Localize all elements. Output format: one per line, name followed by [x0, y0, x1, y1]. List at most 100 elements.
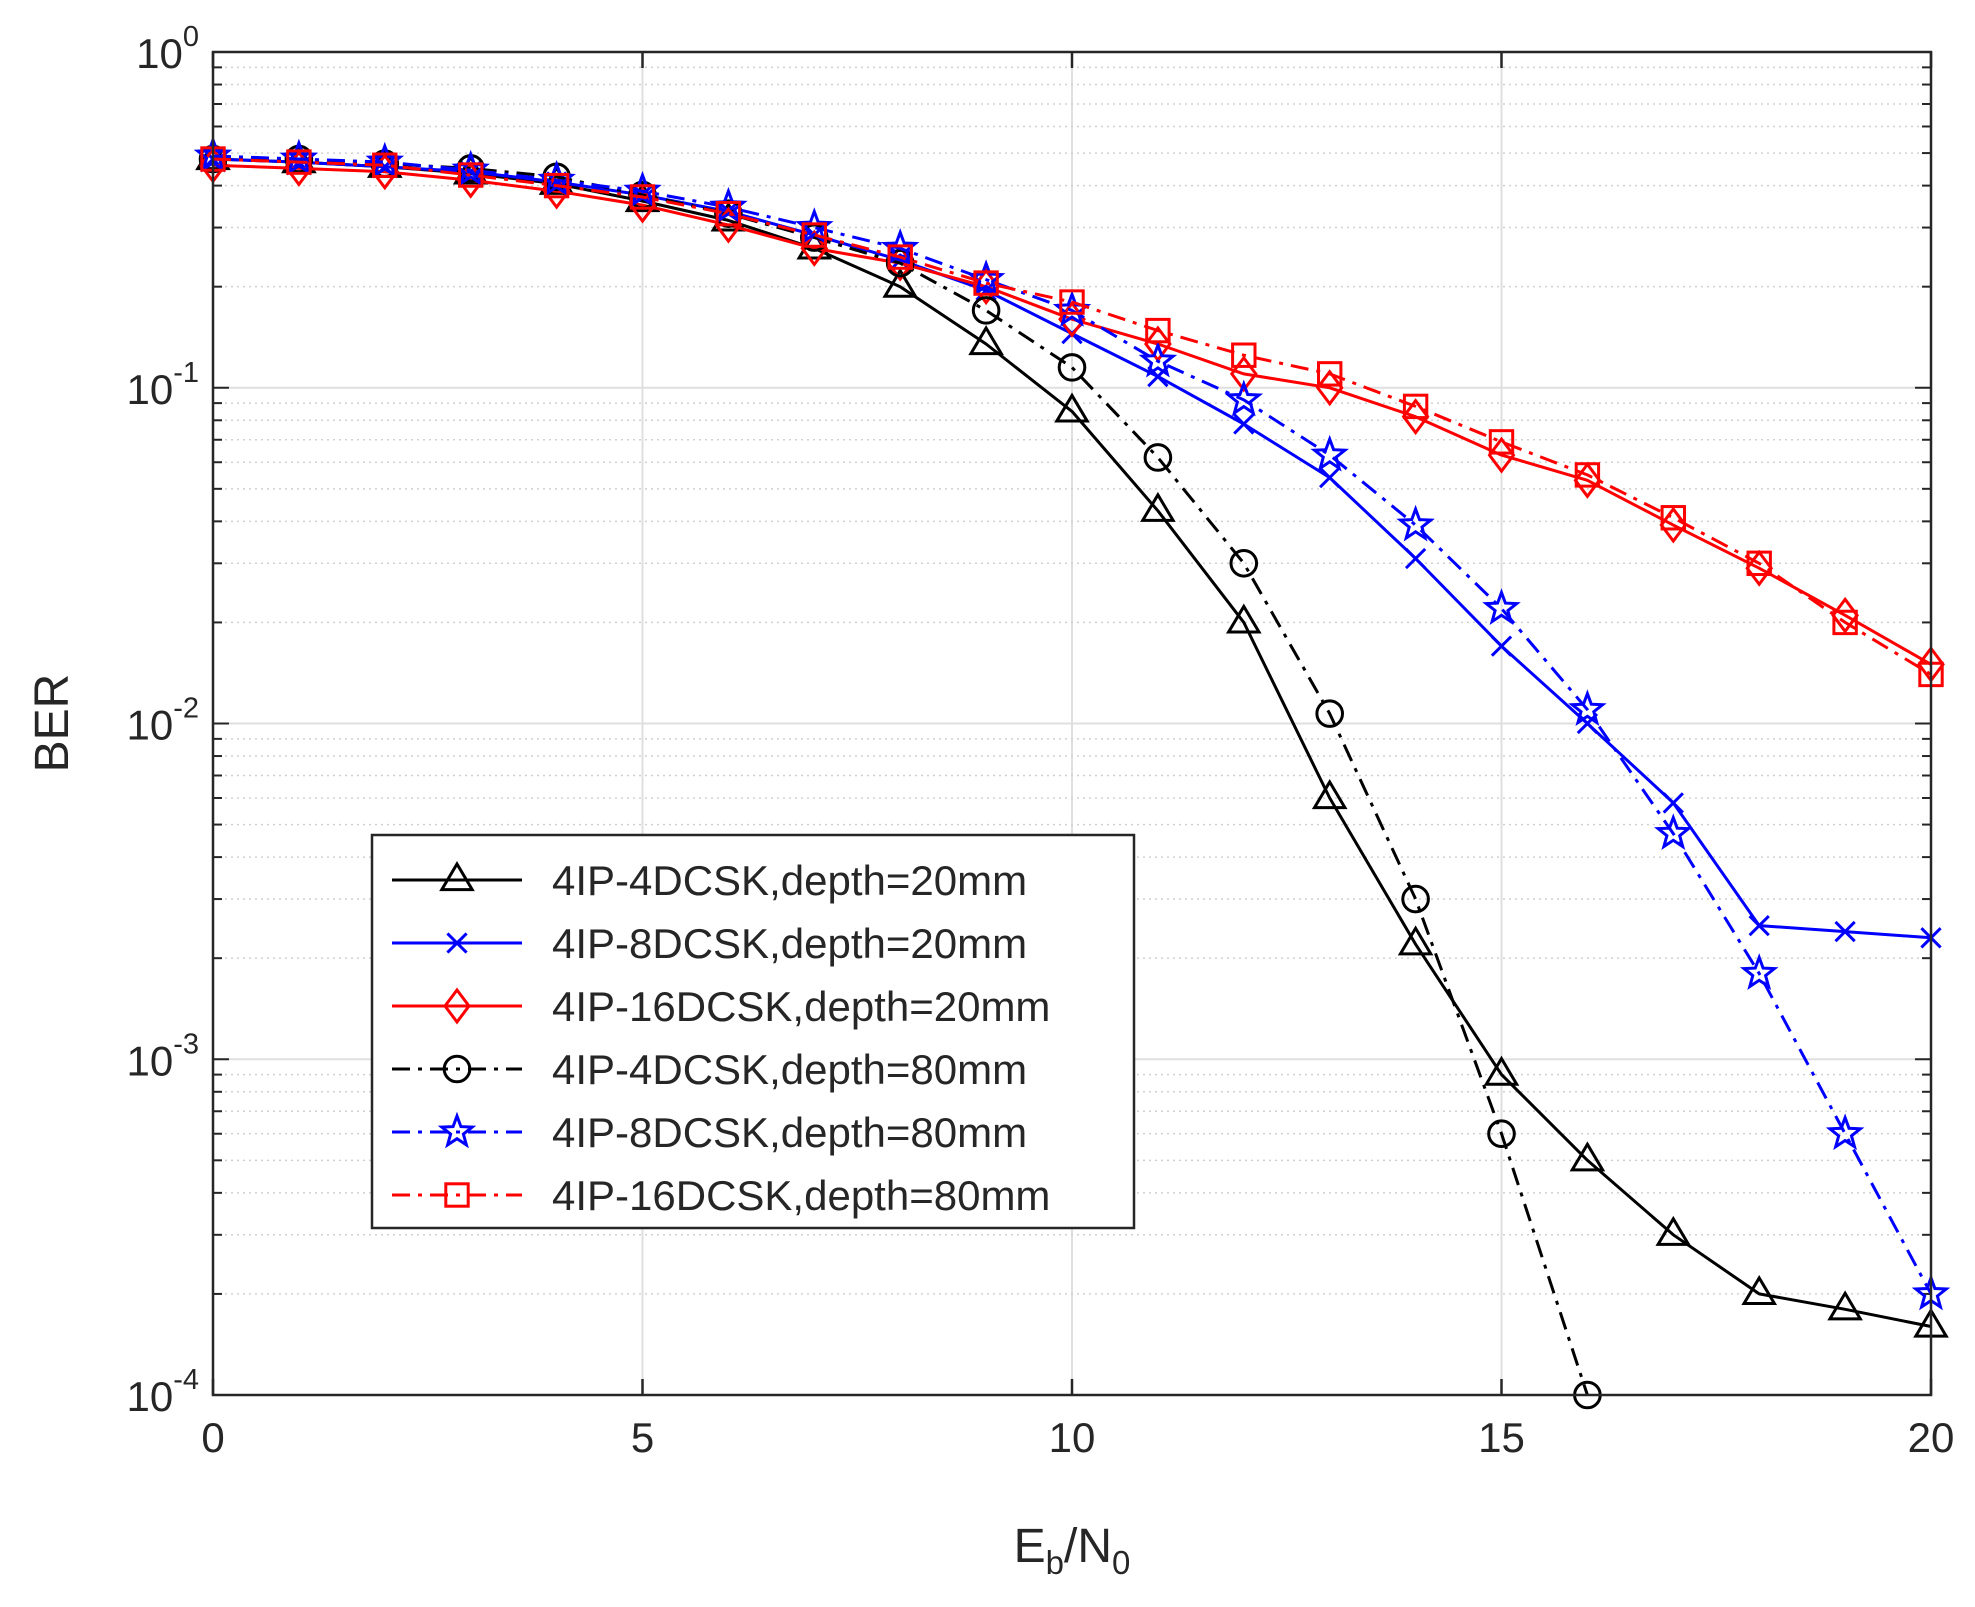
y-tick-label: 10-4	[126, 1364, 199, 1420]
marker-triangle	[1397, 925, 1434, 956]
marker-star	[1482, 588, 1521, 625]
marker-triangle	[1054, 392, 1090, 423]
marker-x	[1147, 365, 1169, 388]
marker-diamond	[443, 987, 471, 1025]
marker-triangle	[439, 861, 475, 892]
marker-circle	[1143, 443, 1173, 472]
marker-star	[1224, 379, 1264, 417]
legend-entry: 4IP-8DCSK,depth=80mm	[392, 1109, 1027, 1156]
marker-diamond	[1487, 436, 1516, 474]
marker-star	[437, 1111, 477, 1149]
marker-square	[1488, 429, 1515, 455]
series-line	[212, 157, 1932, 1328]
marker-triangle	[1225, 603, 1262, 634]
series-line	[212, 154, 1933, 1295]
axes-box	[211, 50, 1933, 1397]
marker-triangle	[1741, 1274, 1778, 1306]
y-tick-label: 10-3	[126, 1028, 199, 1084]
marker-x	[1490, 635, 1513, 657]
marker-x	[1319, 466, 1341, 489]
marker-square	[715, 200, 742, 227]
series-group	[193, 135, 1951, 1410]
marker-circle	[714, 199, 743, 228]
x-tick-label: 10	[1049, 1414, 1096, 1461]
legend-label: 4IP-16DCSK,depth=20mm	[552, 983, 1050, 1030]
marker-square	[1231, 342, 1257, 368]
marker-star	[1739, 953, 1779, 990]
marker-square	[543, 172, 570, 199]
legend-entry: 4IP-16DCSK,depth=20mm	[392, 983, 1050, 1030]
marker-square	[1317, 361, 1343, 387]
series-line	[212, 157, 1932, 676]
marker-x	[1748, 914, 1770, 937]
marker-diamond	[1229, 355, 1258, 393]
x-tick-label: 20	[1908, 1414, 1955, 1461]
marker-square	[1832, 609, 1858, 636]
marker-circle	[442, 1054, 472, 1084]
marker-triangle	[882, 267, 919, 298]
marker-star	[1825, 1113, 1865, 1151]
marker-circle	[885, 248, 915, 278]
legend-label: 4IP-4DCSK,depth=20mm	[552, 857, 1027, 904]
marker-x	[1233, 413, 1255, 435]
marker-square	[1402, 393, 1429, 420]
marker-star	[1138, 340, 1178, 378]
marker-triangle	[1140, 491, 1176, 522]
marker-circle	[1487, 1119, 1516, 1149]
marker-star	[1396, 504, 1435, 542]
marker-diamond	[1659, 506, 1688, 544]
legend-entry: 4IP-4DCSK,depth=20mm	[392, 857, 1027, 904]
marker-star	[1654, 813, 1693, 850]
y-axis-label: BER	[26, 674, 79, 773]
marker-circle	[1229, 549, 1259, 578]
marker-square	[801, 222, 827, 248]
legend-label: 4IP-8DCSK,depth=20mm	[552, 920, 1027, 967]
marker-star	[880, 228, 920, 265]
marker-x	[1834, 920, 1856, 943]
x-axis-label: Eb/N0	[1014, 1520, 1131, 1581]
marker-square	[1746, 550, 1772, 577]
marker-circle	[1401, 884, 1430, 914]
marker-square	[1574, 462, 1601, 488]
y-axis: 100 10-1 10-2 10-3 10-4	[126, 21, 1931, 1420]
marker-square	[629, 184, 656, 210]
marker-square	[887, 244, 913, 270]
marker-triangle	[1655, 1215, 1692, 1246]
marker-square	[444, 1182, 470, 1208]
marker-diamond	[1401, 398, 1430, 436]
marker-square	[372, 152, 398, 178]
marker-star	[1310, 434, 1349, 472]
marker-diamond	[1315, 369, 1344, 407]
legend: 4IP-4DCSK,depth=20mm 4IP-8DCSK,depth=20mm…	[370, 833, 1136, 1230]
legend-label: 4IP-8DCSK,depth=80mm	[552, 1109, 1027, 1156]
marker-triangle	[1483, 1055, 1520, 1086]
legend-label: 4IP-16DCSK,depth=80mm	[552, 1172, 1050, 1219]
marker-diamond	[1745, 549, 1774, 587]
marker-square	[286, 149, 312, 175]
legend-box	[370, 833, 1136, 1230]
marker-x	[1404, 547, 1427, 570]
marker-triangle	[968, 325, 1004, 356]
x-tick-label: 0	[201, 1414, 224, 1461]
marker-diamond	[1573, 461, 1602, 499]
marker-diamond	[800, 229, 829, 267]
marker-square	[1059, 289, 1085, 315]
marker-square	[973, 270, 999, 296]
x-tick-label: 5	[631, 1414, 654, 1461]
marker-square	[1660, 505, 1686, 531]
marker-star	[1568, 689, 1607, 726]
legend-entry: 4IP-8DCSK,depth=20mm	[392, 920, 1027, 967]
marker-circle	[1315, 699, 1344, 728]
marker-square	[1145, 317, 1171, 344]
legend-entry: 4IP-4DCSK,depth=80mm	[392, 1046, 1027, 1093]
marker-triangle	[1311, 779, 1348, 810]
marker-x	[1662, 792, 1684, 814]
y-tick-label: 10-1	[126, 357, 199, 413]
marker-circle	[1057, 353, 1087, 382]
legend-entry: 4IP-16DCSK,depth=80mm	[392, 1172, 1050, 1219]
x-tick-label: 15	[1478, 1414, 1525, 1461]
y-tick-label: 100	[136, 21, 199, 77]
marker-triangle	[1569, 1141, 1606, 1172]
legend-label: 4IP-4DCSK,depth=80mm	[552, 1046, 1027, 1093]
